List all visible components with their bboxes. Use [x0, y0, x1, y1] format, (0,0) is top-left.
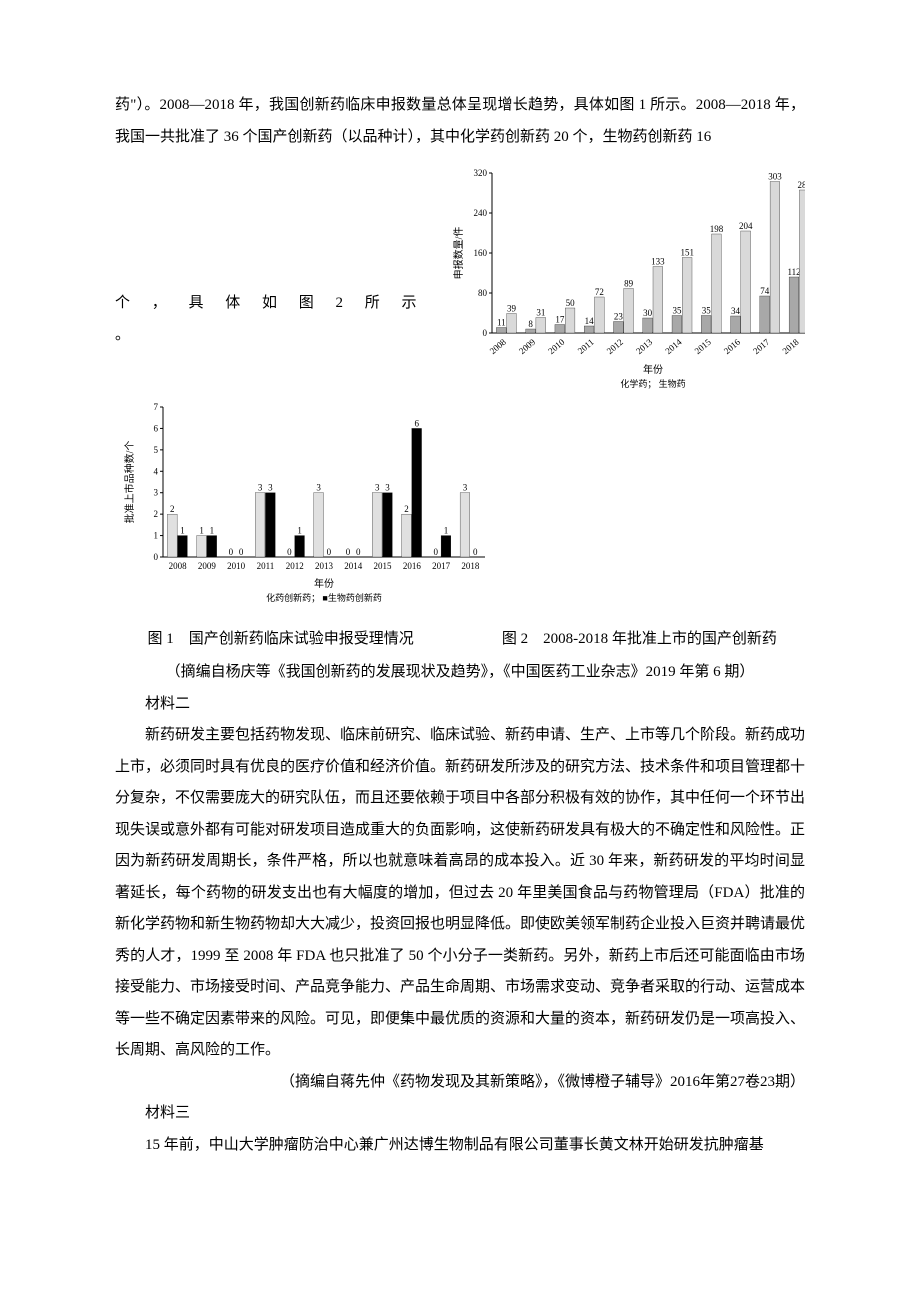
svg-text:3: 3: [154, 488, 159, 498]
paragraph-1: 药"）。2008—2018 年，我国创新药临床申报数量总体呈现增长趋势，具体如图…: [115, 90, 805, 153]
material-2-title: 材料二: [115, 689, 805, 721]
svg-text:2008: 2008: [169, 561, 188, 571]
svg-text:34: 34: [731, 306, 741, 316]
svg-text:4: 4: [154, 466, 159, 476]
svg-text:0: 0: [483, 328, 488, 338]
svg-text:204: 204: [739, 221, 753, 231]
paragraph-2-inline: 个 ， 具 体 如 图 2 所 示 。: [115, 288, 444, 391]
svg-text:133: 133: [652, 257, 666, 267]
svg-text:0: 0: [239, 547, 244, 557]
svg-text:74: 74: [761, 286, 771, 296]
svg-text:2014: 2014: [664, 337, 685, 357]
svg-text:17: 17: [556, 315, 566, 325]
svg-text:3: 3: [316, 483, 321, 493]
svg-text:2012: 2012: [605, 337, 625, 356]
svg-text:2013: 2013: [315, 561, 334, 571]
svg-text:0: 0: [287, 547, 292, 557]
svg-text:2010: 2010: [227, 561, 246, 571]
svg-text:2018: 2018: [781, 337, 802, 357]
svg-text:2015: 2015: [374, 561, 393, 571]
svg-text:2016: 2016: [722, 337, 743, 357]
svg-text:1: 1: [210, 526, 215, 536]
svg-text:6: 6: [414, 418, 419, 428]
figure-captions: 图 1 国产创新药临床试验申报受理情况 图 2 2008-2018 年批准上市的…: [115, 624, 805, 656]
material-3-title: 材料三: [115, 1098, 805, 1130]
svg-text:化药创新药； ■生物药创新药: 化药创新药； ■生物药创新药: [266, 592, 382, 603]
source-1: （摘编自杨庆等《我国创新药的发展现状及趋势》，《中国医药工业杂志》2019 年第…: [115, 657, 805, 689]
svg-text:2: 2: [404, 504, 409, 514]
svg-text:160: 160: [474, 248, 488, 258]
svg-text:151: 151: [681, 248, 695, 258]
svg-text:39: 39: [508, 304, 518, 314]
svg-text:年份: 年份: [643, 363, 663, 376]
svg-text:2014: 2014: [344, 561, 363, 571]
svg-text:2010: 2010: [547, 337, 568, 357]
svg-text:2011: 2011: [257, 561, 275, 571]
source-2: （摘编自蒋先仲《药物发现及其新策略》，《微博橙子辅导》2016年第27卷23期）: [115, 1067, 805, 1099]
svg-text:2009: 2009: [198, 561, 217, 571]
svg-text:0: 0: [327, 547, 332, 557]
svg-text:11: 11: [497, 318, 506, 328]
svg-text:80: 80: [478, 288, 488, 298]
svg-text:0: 0: [229, 547, 234, 557]
svg-text:1: 1: [154, 531, 159, 541]
svg-text:14: 14: [585, 316, 595, 326]
svg-text:112: 112: [788, 267, 801, 277]
svg-text:化学药； 生物药: 化学药； 生物药: [621, 378, 686, 389]
svg-text:1: 1: [297, 526, 302, 536]
svg-text:2011: 2011: [576, 337, 596, 356]
svg-text:2017: 2017: [752, 337, 773, 357]
svg-text:1: 1: [444, 526, 449, 536]
svg-text:2: 2: [170, 504, 175, 514]
svg-text:2012: 2012: [286, 561, 304, 571]
svg-text:3: 3: [375, 483, 380, 493]
svg-text:2009: 2009: [517, 337, 538, 357]
svg-text:2017: 2017: [432, 561, 451, 571]
svg-text:批准上市品种数/个: 批准上市品种数/个: [123, 441, 136, 524]
svg-text:2: 2: [154, 509, 159, 519]
svg-text:2018: 2018: [461, 561, 480, 571]
svg-text:0: 0: [356, 547, 361, 557]
svg-text:7: 7: [154, 402, 159, 412]
svg-text:35: 35: [673, 306, 683, 316]
svg-text:198: 198: [710, 224, 724, 234]
svg-text:3: 3: [268, 483, 273, 493]
svg-text:3: 3: [258, 483, 263, 493]
chart-row-1: 个 ， 具 体 如 图 2 所 示 。 0 80 160 240 320 申报数量/件 11…: [115, 161, 805, 391]
svg-text:0: 0: [473, 547, 478, 557]
svg-text:3: 3: [385, 483, 390, 493]
svg-text:申报数量/件: 申报数量/件: [452, 227, 465, 280]
svg-text:303: 303: [769, 172, 783, 182]
svg-text:2016: 2016: [403, 561, 422, 571]
svg-text:30: 30: [644, 308, 654, 318]
svg-text:2013: 2013: [635, 337, 656, 357]
svg-text:2008: 2008: [488, 337, 509, 357]
svg-text:320: 320: [474, 168, 488, 178]
material-3-body: 15 年前，中山大学肿瘤防治中心兼广州达博生物制品有限公司董事长黄文林开始研发抗…: [115, 1130, 805, 1162]
svg-text:2015: 2015: [693, 337, 714, 357]
material-2-body: 新药研发主要包括药物发现、临床前研究、临床试验、新药申请、生产、上市等几个阶段。…: [115, 720, 805, 1067]
svg-text:0: 0: [346, 547, 351, 557]
svg-text:1: 1: [199, 526, 204, 536]
caption-fig1: 图 1 国产创新药临床试验申报受理情况: [115, 624, 446, 656]
svg-text:5: 5: [154, 445, 159, 455]
svg-text:89: 89: [625, 279, 635, 289]
svg-text:0: 0: [154, 552, 159, 562]
chart-2: 01234567批准上市品种数/个21200811200900201033201…: [115, 395, 495, 605]
svg-text:240: 240: [474, 208, 488, 218]
svg-text:23: 23: [614, 312, 624, 322]
svg-text:31: 31: [537, 308, 546, 318]
svg-text:35: 35: [702, 306, 712, 316]
svg-text:286: 286: [798, 180, 805, 190]
svg-text:年份: 年份: [314, 577, 334, 590]
svg-text:72: 72: [595, 287, 604, 297]
svg-text:50: 50: [566, 298, 576, 308]
svg-text:6: 6: [154, 423, 159, 433]
svg-text:1: 1: [180, 526, 185, 536]
chart-1: 0 80 160 240 320 申报数量/件 1139 2008 831 2009 1750 201…: [444, 161, 805, 391]
svg-text:8: 8: [529, 319, 534, 329]
svg-text:3: 3: [463, 483, 468, 493]
svg-text:0: 0: [434, 547, 439, 557]
caption-fig2: 图 2 2008-2018 年批准上市的国产创新药: [474, 624, 805, 656]
